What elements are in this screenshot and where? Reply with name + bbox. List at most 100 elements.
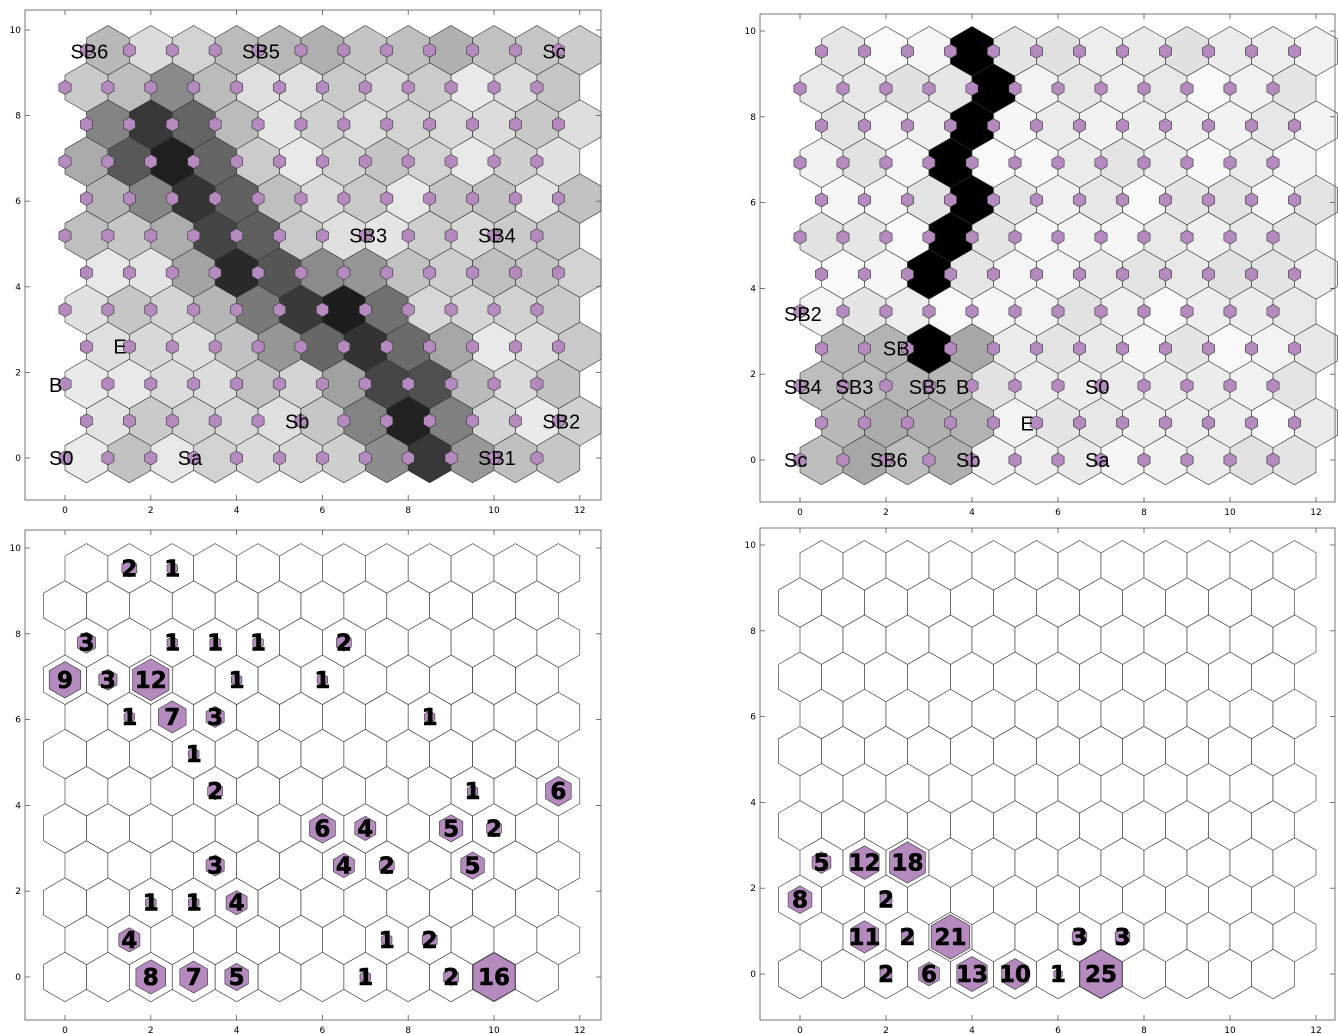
x-tick-label: 10 <box>1224 1026 1236 1034</box>
node-marker <box>1266 229 1280 245</box>
class-label: SB4 <box>784 377 822 399</box>
node-marker <box>944 118 957 133</box>
node-marker <box>1288 341 1301 356</box>
node-marker <box>466 339 479 355</box>
hit-marker <box>231 673 243 687</box>
y-tick-label: 0 <box>15 973 21 983</box>
class-label: SB6 <box>70 41 108 63</box>
x-tick-label: 8 <box>1141 1026 1147 1034</box>
y-tick-label: 10 <box>10 544 22 554</box>
hit-count: 2 <box>121 556 137 582</box>
node-marker <box>530 450 544 466</box>
node-marker <box>144 450 158 466</box>
node-marker <box>444 154 458 169</box>
hit-marker <box>889 841 926 884</box>
node-marker <box>836 155 850 171</box>
node-marker <box>80 339 93 355</box>
y-tick-label: 4 <box>750 798 756 808</box>
node-marker <box>1288 415 1301 431</box>
hit-marker <box>252 636 264 650</box>
hit-marker <box>918 961 940 987</box>
node-marker <box>1180 378 1194 394</box>
hit-marker <box>166 561 178 575</box>
node-marker <box>58 302 72 318</box>
node-marker <box>273 450 286 466</box>
node-marker <box>251 42 265 58</box>
hit-marker <box>956 956 988 992</box>
node-marker <box>444 376 458 392</box>
node-marker <box>987 341 1000 356</box>
node-marker <box>836 378 850 394</box>
x-tick-label: 2 <box>883 1026 889 1034</box>
y-tick-label: 0 <box>15 454 21 464</box>
hit-marker <box>132 658 170 702</box>
node-marker <box>251 191 265 206</box>
hit-count: 11 <box>848 925 880 951</box>
node-marker <box>793 155 807 171</box>
hit-marker <box>787 885 813 914</box>
node-marker <box>879 81 893 96</box>
node-marker <box>1266 378 1280 394</box>
node-marker <box>294 117 308 132</box>
hit-count: 4 <box>336 854 352 880</box>
node-marker <box>1202 192 1215 208</box>
node-marker <box>315 302 329 318</box>
node-marker <box>230 80 243 95</box>
node-marker <box>815 341 828 356</box>
class-label: Sa <box>178 448 203 470</box>
som-hits-1: 2 13 1 1 1 29 3 12 1 11 7 3 112 1 66 4 5 23 4 2 51 1 44 1 28 7 5 1 2… <box>10 529 602 1034</box>
hit-count: 8 <box>792 888 808 914</box>
hit-count: 1 <box>164 631 180 657</box>
hit-marker <box>158 700 187 734</box>
node-marker <box>858 415 871 431</box>
node-marker <box>80 265 93 281</box>
y-tick-label: 10 <box>745 541 757 551</box>
node-marker <box>123 339 136 355</box>
x-tick-label: 10 <box>488 1026 500 1034</box>
node-marker <box>1073 192 1086 208</box>
class-label: Sc <box>784 450 807 472</box>
node-marker <box>1137 304 1151 319</box>
hit-count: 2 <box>899 925 915 951</box>
node-marker <box>530 376 544 392</box>
x-tick-label: 8 <box>405 1026 411 1034</box>
node-marker <box>123 42 136 58</box>
class-label: B <box>956 377 969 399</box>
node-marker <box>1008 378 1022 394</box>
hit-count: 2 <box>422 928 438 954</box>
hit-marker <box>48 661 82 699</box>
node-marker <box>487 302 501 318</box>
hit-count: 1 <box>229 668 245 694</box>
node-marker <box>1137 155 1151 171</box>
node-marker <box>358 228 372 243</box>
node-marker <box>1180 452 1194 468</box>
node-marker <box>401 302 415 318</box>
hit-marker <box>1001 958 1029 990</box>
som-umatrix-1: SB6 SB5 Sc SB3 SB4 E B Sb SB2 S0 Sa SB1 0 2 4 6 8 10 12 0 2 4… <box>10 9 602 516</box>
node-marker <box>1073 43 1086 59</box>
class-label: B <box>49 375 62 397</box>
node-marker <box>793 378 807 394</box>
hit-marker <box>1079 949 1123 999</box>
y-tick-label: 6 <box>15 716 21 726</box>
hit-count: 3 <box>207 854 223 880</box>
node-marker <box>901 266 914 282</box>
node-marker <box>1223 452 1237 468</box>
node-marker <box>1008 155 1022 171</box>
node-marker <box>815 118 828 133</box>
node-marker <box>444 80 458 95</box>
node-marker <box>509 339 522 355</box>
node-marker <box>187 80 201 95</box>
y-tick-label: 8 <box>750 113 756 123</box>
node-marker <box>380 42 394 58</box>
node-marker <box>815 415 828 431</box>
node-marker <box>358 154 372 169</box>
node-marker <box>101 376 115 392</box>
node-marker <box>315 228 329 243</box>
x-tick-label: 6 <box>1055 1026 1061 1034</box>
node-marker <box>858 43 871 59</box>
y-tick-label: 6 <box>750 713 756 723</box>
node-marker <box>858 118 871 133</box>
node-marker <box>1051 155 1065 171</box>
